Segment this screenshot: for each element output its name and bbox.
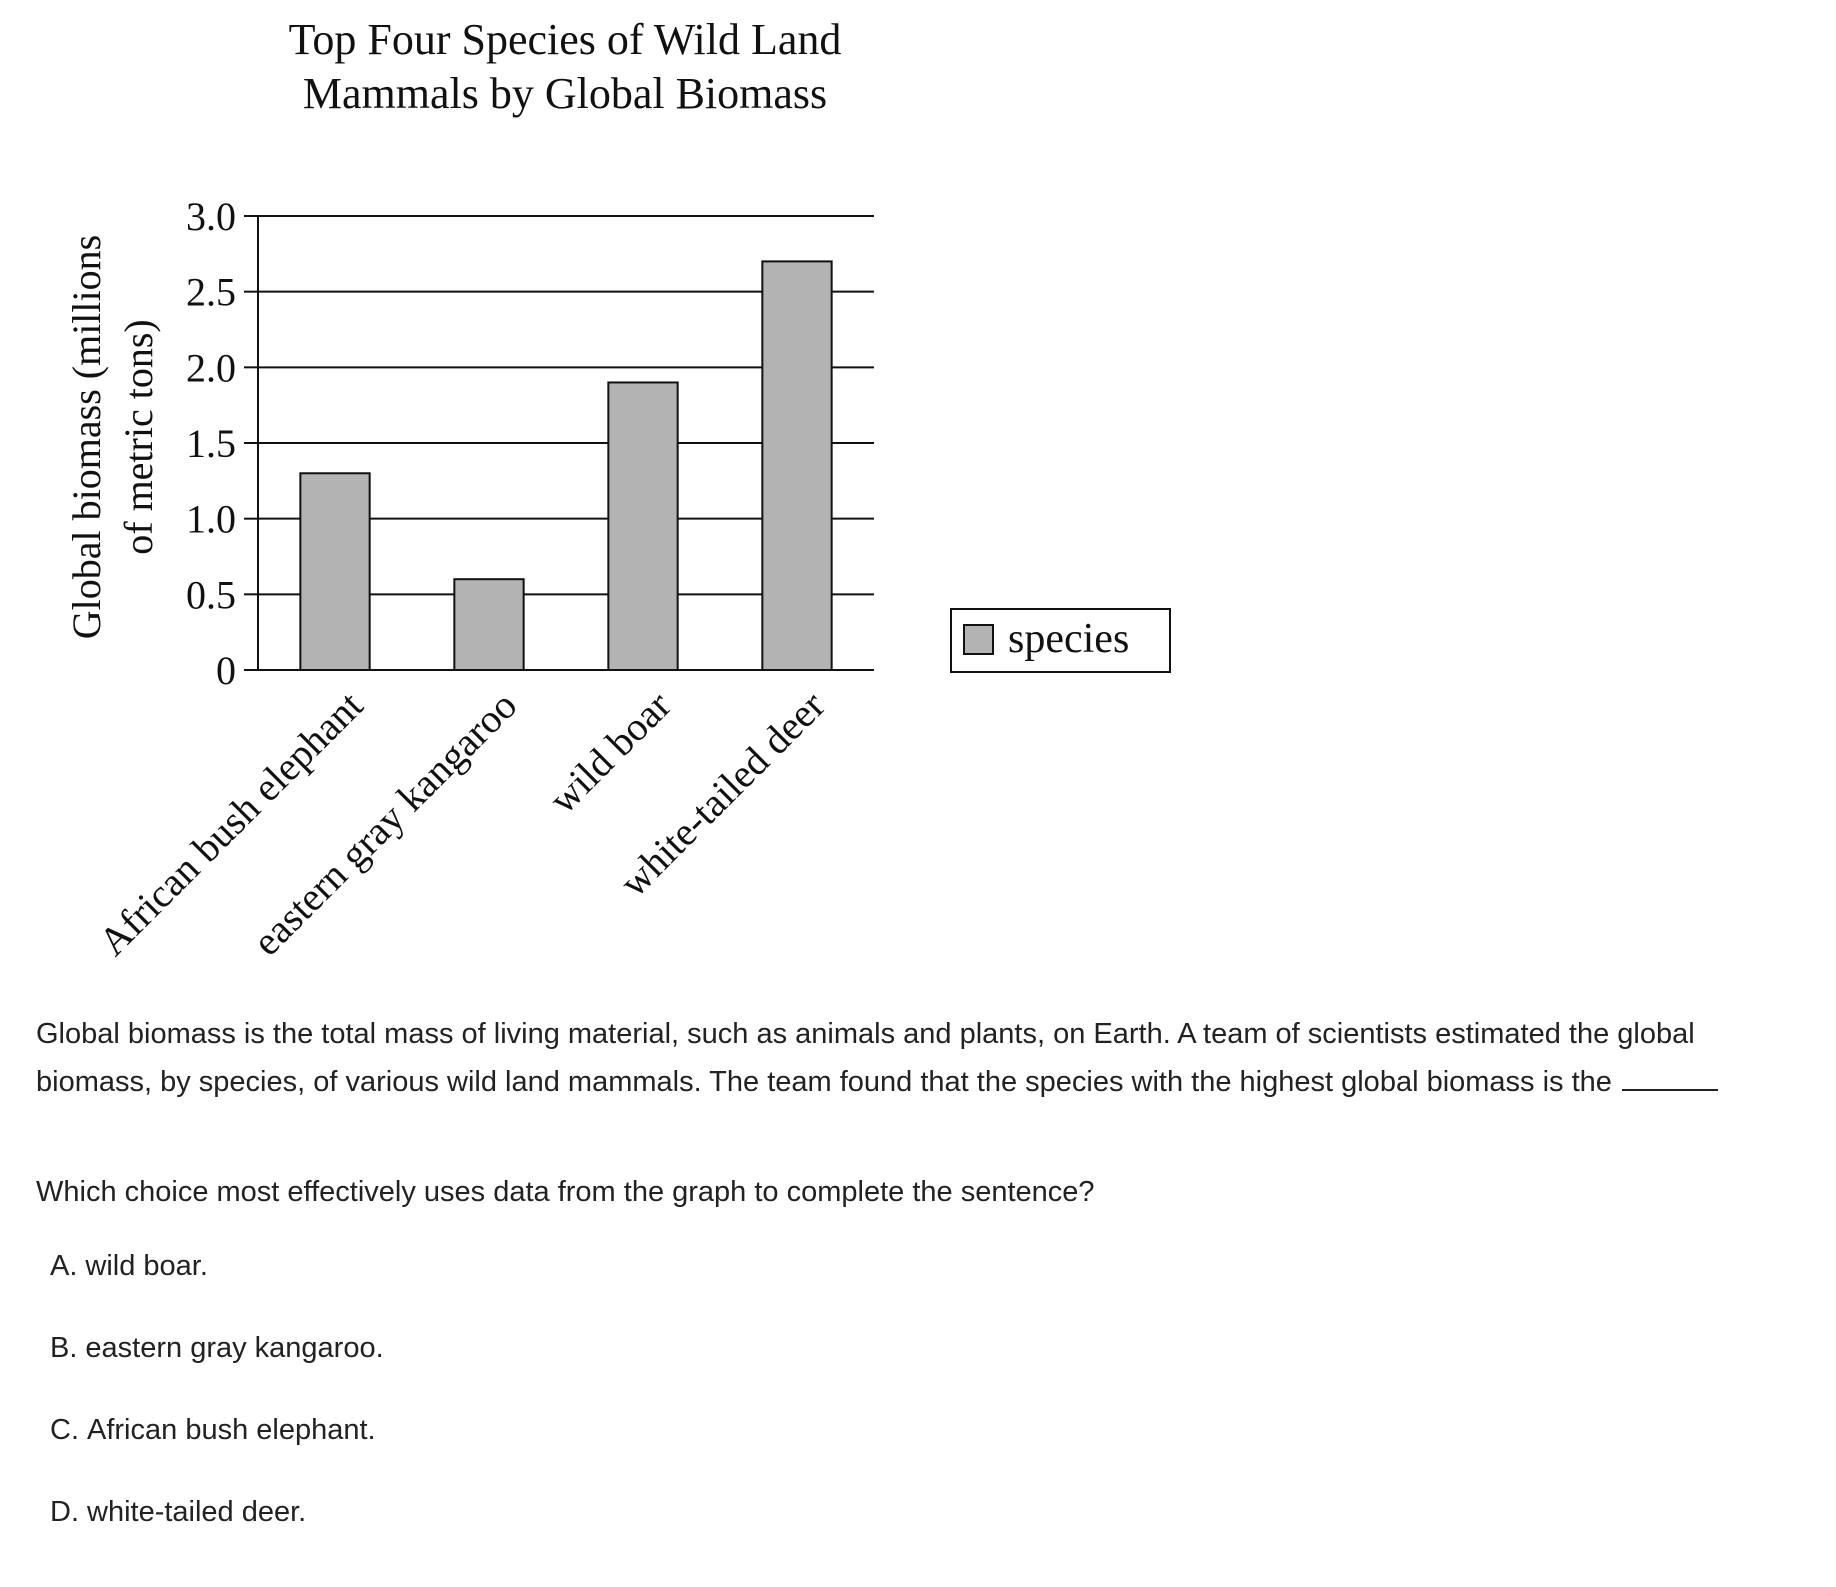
choice-d-letter: D.	[50, 1496, 79, 1528]
choice-a-text: wild boar.	[85, 1250, 208, 1282]
y-axis-label-line-2: of metric tons)	[116, 319, 161, 555]
legend-swatch	[963, 624, 994, 655]
y-tick-label: 1.0	[186, 497, 236, 542]
legend-label: species	[1008, 616, 1129, 662]
y-tick-label: 0	[216, 648, 236, 693]
choice-c[interactable]: C. African bush elephant.	[50, 1406, 1806, 1454]
choice-c-text: African bush elephant.	[87, 1414, 376, 1446]
x-tick-label: African bush elephant	[90, 683, 372, 965]
question-passage: Global biomass is the total mass of livi…	[36, 1010, 1806, 1106]
choice-a[interactable]: A. wild boar.	[50, 1242, 1806, 1290]
choice-b-letter: B.	[50, 1332, 78, 1364]
bar-eastern-gray-kangaroo	[453, 578, 525, 672]
legend-box	[950, 608, 1171, 673]
bar-african-bush-elephant	[299, 472, 371, 671]
y-tick-label: 2.0	[186, 345, 236, 390]
y-tick-label: 1.5	[186, 421, 236, 466]
y-tick-label: 0.5	[186, 572, 236, 617]
chart-title: Top Four Species of Wild Land Mammals by…	[289, 15, 842, 118]
choice-b[interactable]: B. eastern gray kangaroo.	[50, 1324, 1806, 1372]
x-tick-label: eastern gray kangaroo	[244, 683, 526, 965]
question-block: Global biomass is the total mass of livi…	[36, 1010, 1806, 1570]
choice-d-text: white-tailed deer.	[87, 1496, 307, 1528]
y-tick-label: 2.5	[186, 270, 236, 315]
bars	[299, 260, 833, 672]
choice-d[interactable]: D. white-tailed deer.	[50, 1488, 1806, 1536]
choice-b-text: eastern gray kangaroo.	[85, 1332, 384, 1364]
x-tick-label: wild boar	[540, 683, 679, 822]
question-prompt: Which choice most effectively uses data …	[36, 1176, 1095, 1208]
legend: species	[950, 608, 1171, 673]
chart-title-line-2: Mammals by Global Biomass	[303, 69, 827, 118]
bar-white-tailed-deer	[761, 260, 833, 671]
y-tick-label: 3.0	[186, 194, 236, 239]
answer-blank	[1622, 1061, 1718, 1091]
chart-title-line-1: Top Four Species of Wild Land	[289, 15, 842, 64]
choice-a-letter: A.	[50, 1250, 78, 1282]
y-axis-label-line-1: Global biomass (millions	[64, 235, 109, 639]
answer-choices: A. wild boar. B. eastern gray kangaroo. C.…	[36, 1242, 1806, 1536]
y-axis-ticks: 0 0.5 1.0 1.5 2.0 2.5 3.0	[186, 194, 258, 693]
biomass-bar-chart: Top Four Species of Wild Land Mammals by…	[64, 15, 1171, 965]
bar-wild-boar	[607, 381, 679, 671]
passage-text: Global biomass is the total mass of livi…	[36, 1018, 1695, 1098]
y-axis-label: Global biomass (millions of metric tons)	[64, 235, 161, 639]
choice-c-letter: C.	[50, 1414, 79, 1446]
